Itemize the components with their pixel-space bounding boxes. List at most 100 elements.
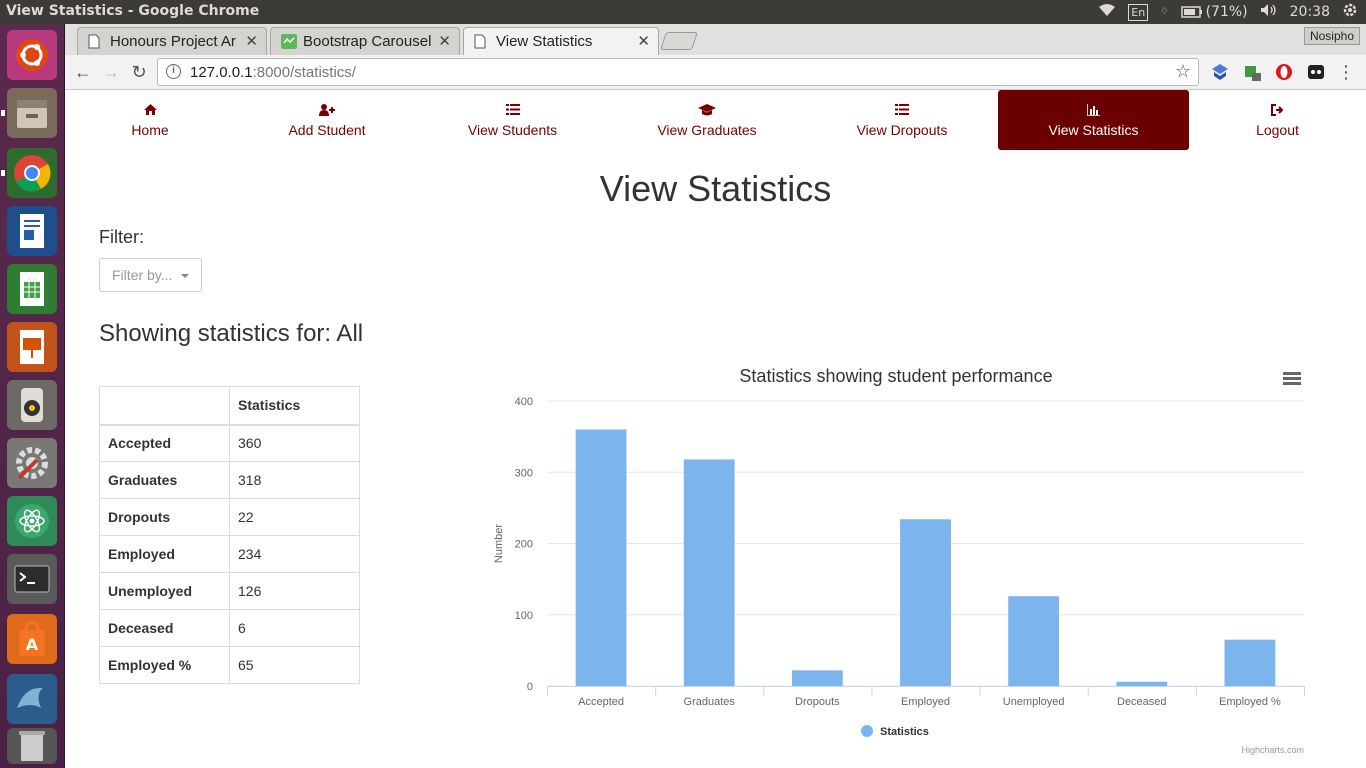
trash-icon[interactable] xyxy=(7,728,57,764)
forward-icon[interactable]: → xyxy=(102,62,120,82)
chart-title: Statistics showing student performance xyxy=(739,366,1052,386)
y-tick-label: 300 xyxy=(515,467,533,479)
power-gear-icon[interactable] xyxy=(1342,2,1358,22)
row-label: Accepted xyxy=(99,424,230,462)
tab-honours-project[interactable]: Honours Project Ar ✕ xyxy=(77,27,267,55)
codepen-icon xyxy=(281,33,297,50)
terminal-icon[interactable] xyxy=(7,554,57,604)
writer-icon[interactable] xyxy=(7,206,57,256)
chrome-icon[interactable] xyxy=(7,148,57,198)
extension-ghost-icon[interactable] xyxy=(1307,63,1325,81)
filter-dropdown[interactable]: Filter by... xyxy=(99,258,202,292)
y-tick-label: 0 xyxy=(527,681,533,693)
table-row: Graduates 318 xyxy=(99,461,360,499)
chart-svg: Statistics showing student performance 0 1… xyxy=(493,366,1305,755)
chart-menu-icon[interactable] xyxy=(1283,372,1301,386)
web-page: Home Add Student View Students View Grad… xyxy=(65,90,1366,768)
showing-statistics-heading: Showing statistics for: All xyxy=(99,320,364,347)
wifi-icon[interactable] xyxy=(1098,3,1116,21)
nav-view-statistics[interactable]: View Statistics xyxy=(998,90,1189,150)
window-title: View Statistics - Google Chrome xyxy=(6,3,260,19)
statistics-table: Statistics Accepted 360 Graduates 318 Drop… xyxy=(99,386,360,684)
mysql-workbench-icon[interactable] xyxy=(7,674,57,724)
row-value: 22 xyxy=(229,498,360,536)
row-label: Deceased xyxy=(99,609,230,647)
browser-tab-strip: Honours Project Ar ✕ Bootstrap Carousel … xyxy=(65,24,1366,55)
page-title: View Statistics xyxy=(599,168,832,209)
nav-view-students[interactable]: View Students xyxy=(419,90,606,150)
nav-logout[interactable]: Logout xyxy=(1189,90,1366,150)
main-navbar: Home Add Student View Students View Grad… xyxy=(65,90,1366,150)
atom-icon[interactable] xyxy=(7,496,57,546)
extension-puzzle-icon[interactable] xyxy=(1243,63,1261,81)
bar-graduates xyxy=(683,459,735,686)
caret-down-icon xyxy=(181,274,189,278)
nav-label: View Graduates xyxy=(657,122,757,138)
tab-title: View Statistics xyxy=(496,33,593,50)
table-row: Unemployed 126 xyxy=(99,572,360,610)
row-value: 65 xyxy=(229,646,360,684)
bar-accepted xyxy=(575,429,627,686)
bar-employed xyxy=(900,519,951,686)
bluetooth-icon[interactable]: ᛜ xyxy=(1160,4,1169,20)
battery-percent: (71%) xyxy=(1205,4,1248,20)
reload-icon[interactable]: ↻ xyxy=(131,62,147,82)
opera-icon[interactable] xyxy=(1275,63,1293,81)
table-row: Employed 234 xyxy=(99,535,360,573)
files-icon[interactable] xyxy=(7,88,57,138)
user-plus-icon xyxy=(235,104,419,118)
close-icon[interactable]: ✕ xyxy=(637,33,650,50)
nav-view-graduates[interactable]: View Graduates xyxy=(606,90,808,150)
row-value: 318 xyxy=(229,461,360,499)
x-tick-label: Dropouts xyxy=(795,696,840,708)
x-tick-label: Unemployed xyxy=(1003,696,1065,708)
x-tick-label: Accepted xyxy=(578,696,624,708)
bookmark-star-icon[interactable]: ☆ xyxy=(1174,61,1191,81)
browser-toolbar: ← → ↻ i 127.0.0.1:8000/statistics/ ☆ ⋮ xyxy=(65,55,1366,90)
volume-icon[interactable] xyxy=(1260,3,1278,21)
y-axis-label: Number xyxy=(493,524,505,563)
home-icon xyxy=(65,104,235,118)
software-center-icon[interactable]: A xyxy=(7,614,57,664)
table-header-cell: Statistics xyxy=(229,386,360,426)
y-tick-label: 400 xyxy=(515,396,533,408)
y-tick-label: 200 xyxy=(515,539,533,551)
row-label: Employed xyxy=(99,535,230,573)
chrome-menu-icon[interactable]: ⋮ xyxy=(1337,62,1355,82)
nav-label: Logout xyxy=(1256,122,1299,138)
address-bar[interactable]: i 127.0.0.1:8000/statistics/ ☆ xyxy=(157,58,1199,86)
nav-add-student[interactable]: Add Student xyxy=(235,90,419,150)
url-text: 127.0.0.1:8000/statistics/ xyxy=(190,64,356,81)
table-header-cell xyxy=(99,386,230,426)
impress-icon[interactable] xyxy=(7,322,57,372)
rhythmbox-icon[interactable] xyxy=(7,380,57,430)
tab-bootstrap-carousel[interactable]: Bootstrap Carousel ✕ xyxy=(270,27,460,55)
row-label: Unemployed xyxy=(99,572,230,610)
clock[interactable]: 20:38 xyxy=(1289,4,1330,20)
row-label: Graduates xyxy=(99,461,230,499)
table-row: Dropouts 22 xyxy=(99,498,360,536)
close-icon[interactable]: ✕ xyxy=(245,33,258,50)
x-tick-label: Graduates xyxy=(684,696,736,708)
back-icon[interactable]: ← xyxy=(74,62,92,82)
system-settings-icon[interactable] xyxy=(7,438,57,488)
nav-label: View Statistics xyxy=(1048,122,1139,138)
filter-label: Filter: xyxy=(99,227,144,247)
nav-home[interactable]: Home xyxy=(65,90,235,150)
keyboard-layout-indicator[interactable]: En xyxy=(1128,3,1149,21)
row-value: 126 xyxy=(229,572,360,610)
profile-button[interactable]: Nosipho xyxy=(1303,27,1360,45)
ubuntu-dash-icon[interactable] xyxy=(7,30,57,80)
tab-view-statistics[interactable]: View Statistics ✕ xyxy=(463,27,659,55)
new-tab-button[interactable] xyxy=(660,32,698,50)
nav-view-dropouts[interactable]: View Dropouts xyxy=(808,90,996,150)
info-icon[interactable]: i xyxy=(166,64,181,79)
close-icon[interactable]: ✕ xyxy=(438,33,451,50)
extension-shield-icon[interactable] xyxy=(1211,63,1229,81)
calc-icon[interactable] xyxy=(7,264,57,314)
row-label: Employed % xyxy=(99,646,230,684)
row-value: 360 xyxy=(229,424,360,462)
x-tick-label: Deceased xyxy=(1117,696,1167,708)
table-header-row: Statistics xyxy=(99,386,360,426)
battery-icon[interactable]: (71%) xyxy=(1180,4,1248,20)
